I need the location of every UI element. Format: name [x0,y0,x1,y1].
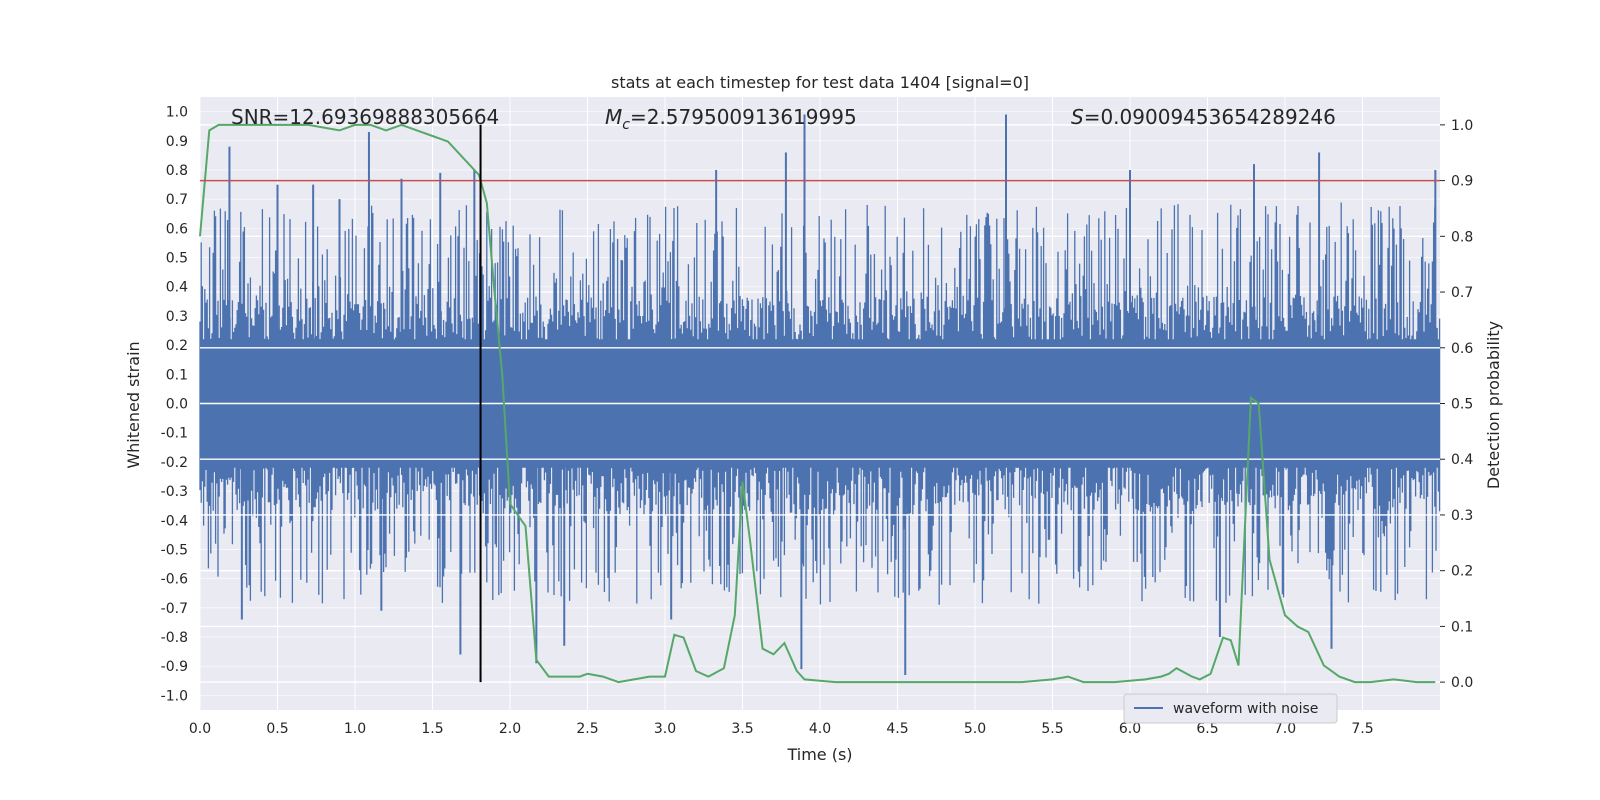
x-axis-label: Time (s) [786,745,852,764]
waveform-series [199,114,1441,675]
x-tick-label: 0.0 [189,721,211,737]
left-y-tick-label: 1.0 [166,105,188,121]
left-y-tick-label: -0.9 [161,659,188,675]
x-tick-label: 7.5 [1351,721,1373,737]
chirp-mass-annotation: Mc=2.579500913619995 [605,105,857,133]
right-y-tick-label: 0.4 [1451,452,1473,468]
left-y-tick-label: 0.1 [166,367,188,383]
right-y-tick-label: 0.7 [1451,285,1473,301]
left-y-tick-label: -0.6 [161,572,188,588]
left-y-tick-label: -0.7 [161,601,188,617]
x-tick-label: 7.0 [1274,721,1296,737]
right-y-tick-label: 0.3 [1451,508,1473,524]
s-value: =0.09009453654289246 [1084,105,1336,129]
left-y-tick-label: 0.9 [166,134,188,150]
probability-series [199,123,1436,684]
x-tick-label: 0.5 [266,721,288,737]
x-tick-label: 3.0 [654,721,676,737]
x-tick-labels: 0.0 0.5 1.0 1.5 2.0 2.5 3.0 3.5 4.0 4.5 5.0 5.5 6.0 6… [189,721,1374,737]
right-y-tick-label: 0.5 [1451,397,1473,413]
s-symbol: S [1071,105,1084,129]
probability-line [199,123,1436,684]
x-tick-label: 6.0 [1119,721,1141,737]
chirp-mass-symbol: M [605,105,622,129]
chirp-mass-value: =2.579500913619995 [630,105,857,129]
right-y-tick-label: 0.1 [1451,619,1473,635]
x-tick-label: 6.5 [1196,721,1218,737]
left-y-tick-label: 0.8 [166,163,188,179]
left-y-axis-label: Whitened strain [124,341,143,468]
x-tick-label: 1.0 [344,721,366,737]
x-tick-label: 5.0 [964,721,986,737]
left-y-tick-label: -0.3 [161,484,188,500]
right-y-tick-label: 0.0 [1451,675,1473,691]
left-y-tick-label: 0.7 [166,192,188,208]
s-annotation: S=0.09009453654289246 [1071,105,1336,129]
legend-box [1123,693,1338,724]
left-y-tick-label: 0.0 [166,397,188,413]
x-tick-label: 4.0 [809,721,831,737]
x-tick-label: 3.5 [731,721,753,737]
right-y-tick-label: 0.9 [1451,174,1473,190]
left-y-tick-label: -1.0 [161,688,188,704]
right-y-tick-labels: 1.0 0.9 0.8 0.7 0.6 0.5 0.4 0.3 0.2 0.1 0.0 [1440,118,1473,691]
right-y-axis-label: Detection probability [1484,321,1503,489]
x-tick-label: 2.0 [499,721,521,737]
snr-annotation: SNR=12.69369888305664 [231,105,499,129]
right-y-tick-label: 0.2 [1451,564,1473,580]
left-y-tick-labels: 1.0 0.9 0.8 0.7 0.6 0.5 0.4 0.3 0.2 0.1 0.0 -0.1 -0.… [161,105,188,705]
x-tick-label: 5.5 [1041,721,1063,737]
left-y-tick-label: -0.5 [161,542,188,558]
legend: waveform with noise [1123,693,1338,724]
right-y-tick-label: 0.8 [1451,229,1473,245]
left-y-tick-label: -0.2 [161,455,188,471]
left-y-tick-label: 0.2 [166,338,188,354]
left-y-tick-label: 0.6 [166,221,188,237]
chart-title: stats at each timestep for test data 140… [611,73,1029,92]
x-tick-label: 4.5 [886,721,908,737]
right-y-tick-label: 1.0 [1451,118,1473,134]
legend-label: waveform with noise [1173,701,1318,717]
left-y-tick-label: -0.8 [161,630,188,646]
left-y-tick-label: 0.4 [166,280,188,296]
x-tick-label: 1.5 [421,721,443,737]
x-tick-label: 2.5 [576,721,598,737]
right-y-tick-label: 0.6 [1451,341,1473,357]
left-y-tick-label: -0.1 [161,426,188,442]
left-y-tick-label: -0.4 [161,513,188,529]
left-y-tick-label: 0.5 [166,251,188,267]
left-y-tick-label: 0.3 [166,309,188,325]
chirp-mass-subscript: c [622,117,630,133]
